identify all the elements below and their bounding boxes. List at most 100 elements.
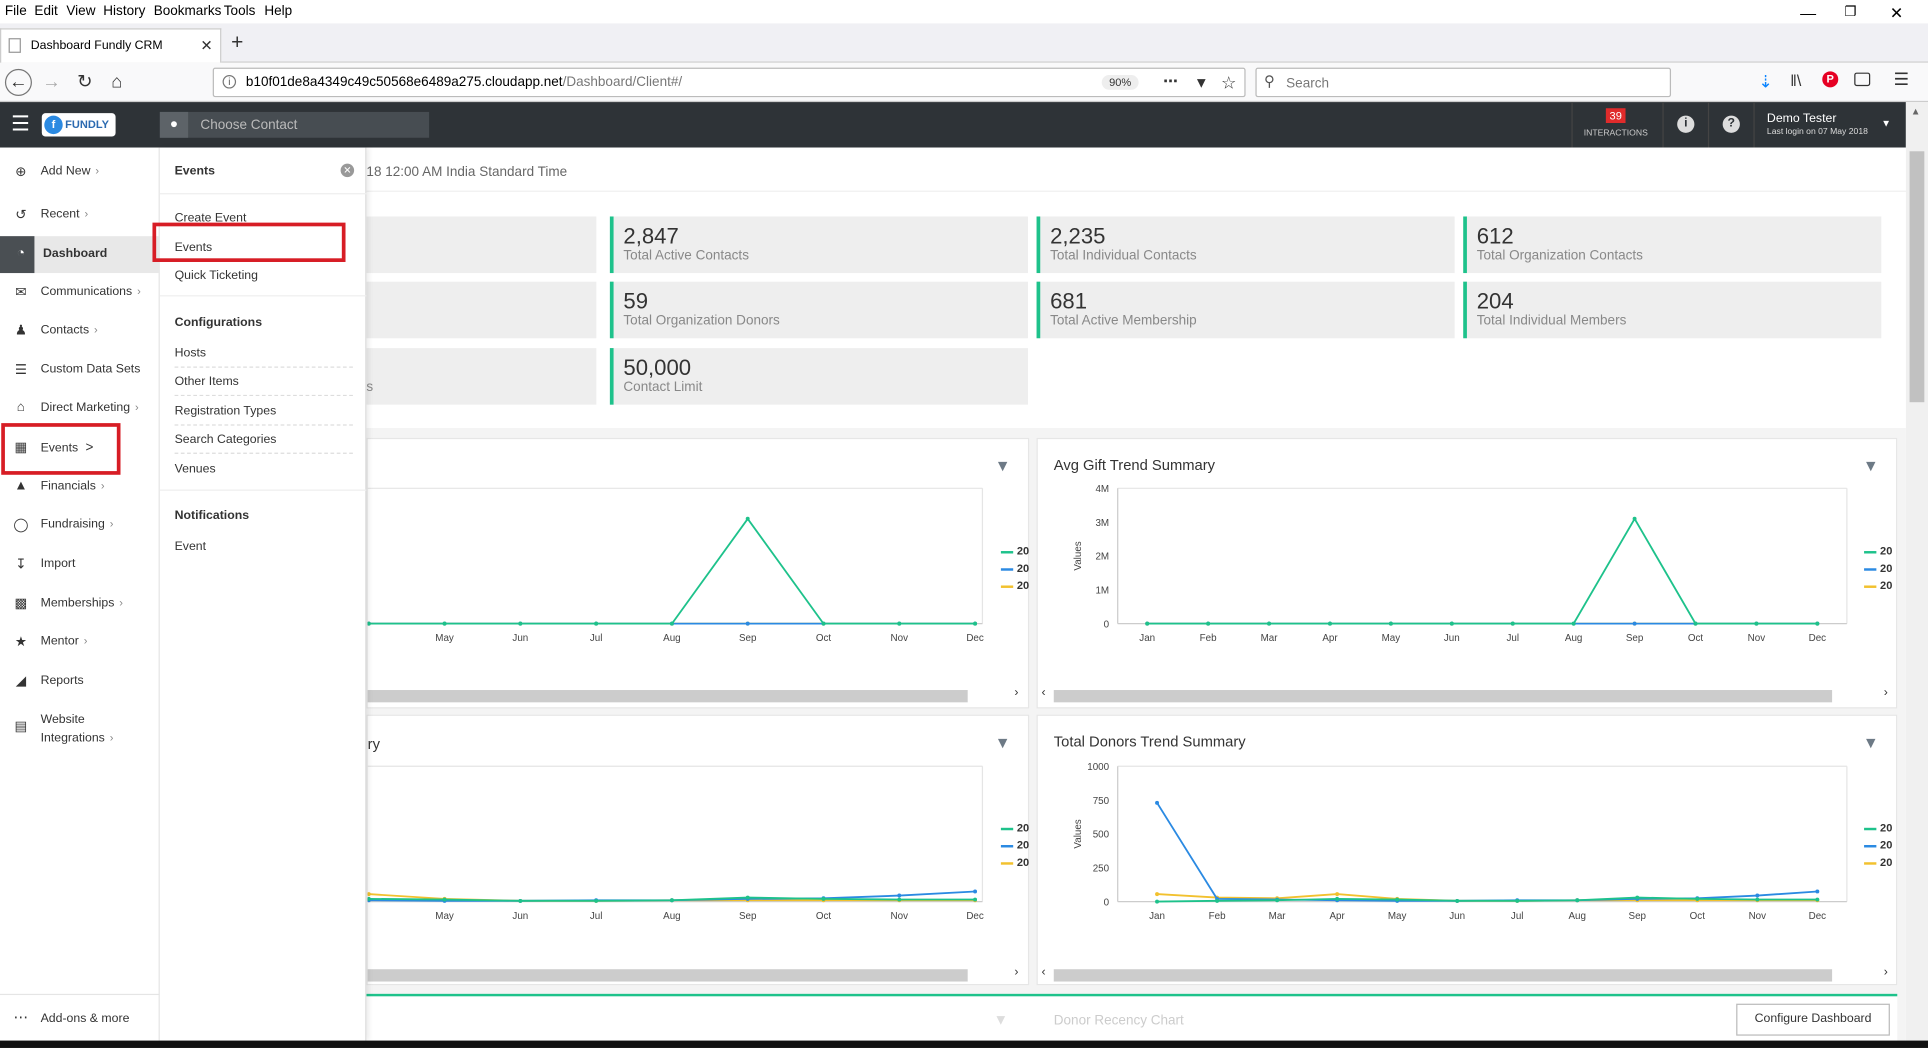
submenu-item-quick-ticketing[interactable]: Quick Ticketing [174, 269, 258, 283]
stat-total-active-contacts[interactable]: 2,847 Total Active Contacts [609, 216, 1028, 274]
browser-tab[interactable]: Dashboard Fundly CRM ✕ [0, 28, 222, 63]
submenu-item-search-categories[interactable]: Search Categories [174, 432, 277, 447]
info-icon[interactable]: i [222, 75, 237, 89]
menu-view[interactable]: View [66, 3, 96, 19]
stat-total-individual-members[interactable]: 204 Total Individual Members [1463, 281, 1882, 339]
sidebar-item-contacts[interactable]: ♟ Contacts › [0, 315, 160, 347]
sidebar-item-memberships[interactable]: ▩ Memberships › [0, 588, 160, 620]
submenu-item-create-event[interactable]: Create Event [174, 211, 247, 226]
sidebar-item-website-integrations[interactable]: ▤ Website Integrations › [0, 702, 160, 751]
scroll-left-icon[interactable]: ‹ [1041, 686, 1046, 700]
hamburger-menu-icon[interactable]: ☰ [1893, 68, 1910, 89]
fundly-logo[interactable]: f FUNDLY [41, 113, 116, 137]
legend-item[interactable]: 20 [1000, 839, 1029, 856]
legend-item[interactable]: 20 [1000, 856, 1029, 873]
scroll-right-icon[interactable]: › [1014, 965, 1019, 980]
menu-file[interactable]: File [4, 3, 27, 19]
sidebar-item-custom-data-sets[interactable]: ☰ Custom Data Sets [0, 354, 160, 386]
submenu-item-registration-types[interactable]: Registration Types [174, 404, 277, 419]
submenu-item-other-items[interactable]: Other Items [174, 375, 239, 389]
sidebar-item-dashboard[interactable]: ◔ Dashboard [0, 236, 160, 274]
menu-tools[interactable]: Tools [223, 3, 256, 19]
scroll-right-icon[interactable]: › [1883, 965, 1888, 980]
interactions-button[interactable]: 39 INTERACTIONS [1571, 102, 1660, 148]
stat-total-individual-contacts[interactable]: 2,235 Total Individual Contacts [1036, 216, 1455, 274]
pocket-icon[interactable]: ▼ [1193, 73, 1209, 92]
sidebar-item-recent[interactable]: ↺ Recent › [0, 199, 160, 231]
chart-scrollbar[interactable] [367, 690, 968, 703]
menu-history[interactable]: History [103, 3, 146, 19]
stat-total-active-membership[interactable]: 681 Total Active Membership [1036, 281, 1455, 339]
zoom-level[interactable]: 90% [1101, 75, 1139, 90]
legend-item[interactable]: 20 [1864, 839, 1892, 856]
scroll-up-icon[interactable]: ▲ [1910, 105, 1921, 117]
minimize-icon[interactable]: — [1800, 3, 1817, 23]
sidebar-toggle-icon[interactable] [1854, 72, 1871, 87]
sidebar-item-direct-marketing[interactable]: ⌂ Direct Marketing › [0, 392, 160, 424]
sidebar-item-fundraising[interactable]: ◯ Fundraising › [13, 517, 114, 533]
pinterest-icon[interactable]: P [1822, 71, 1839, 88]
chart-scrollbar[interactable] [1053, 690, 1833, 703]
submenu-item-venues[interactable]: Venues [174, 462, 216, 477]
filter-icon[interactable]: ▼ [993, 1011, 1009, 1029]
library-icon[interactable]: ‖\ [1790, 71, 1802, 90]
submenu-item-hosts[interactable]: Hosts [174, 346, 207, 361]
close-icon[interactable]: ✕ [340, 163, 355, 178]
page-scrollbar[interactable]: ▲ [1905, 102, 1928, 1041]
configure-dashboard-button[interactable]: Configure Dashboard [1736, 1003, 1890, 1036]
user-menu[interactable]: Demo Tester Last login on 07 May 2018 ▼ [1753, 102, 1905, 148]
home-icon[interactable]: ⌂ [111, 71, 123, 93]
scroll-right-icon[interactable]: › [1883, 686, 1888, 700]
browser-search-input[interactable]: ⚲ Search [1255, 67, 1672, 98]
close-window-icon[interactable]: ✕ [1889, 3, 1904, 23]
scroll-thumb[interactable] [1909, 151, 1925, 403]
sidebar-item-addons[interactable]: ⋯ Add-ons & more [0, 993, 160, 1041]
tab-close-icon[interactable]: ✕ [200, 36, 213, 55]
sidebar-item-import[interactable]: ↧ Import [0, 549, 160, 581]
download-icon[interactable]: ⇣ [1758, 71, 1773, 92]
legend-item[interactable]: 20 [1864, 545, 1892, 562]
legend-item[interactable]: 20 [1864, 822, 1892, 839]
filter-icon[interactable]: ▼ [994, 733, 1011, 752]
stat-total-organization-contacts[interactable]: 612 Total Organization Contacts [1463, 216, 1882, 274]
sidebar-item-financials[interactable]: ▲ Financials › [0, 471, 160, 503]
menu-help[interactable]: Help [264, 3, 293, 19]
new-tab-icon[interactable]: + [231, 30, 244, 55]
filter-icon[interactable]: ▼ [1862, 733, 1879, 752]
legend-item[interactable]: 20 [1000, 579, 1029, 596]
submenu-item-events[interactable]: Events [174, 241, 213, 255]
reload-icon[interactable]: ↻ [77, 71, 93, 93]
legend-item[interactable]: 20 [1864, 579, 1892, 596]
legend-item[interactable]: 20 [1000, 822, 1029, 839]
stat-total-organization-donors[interactable]: 59 Total Organization Donors [609, 281, 1028, 339]
page-actions-icon[interactable]: ⋯ [1163, 72, 1178, 90]
legend-item[interactable]: 20 [1864, 856, 1892, 873]
filter-icon[interactable]: ▼ [1862, 456, 1879, 475]
choose-contact-input[interactable]: ● Choose Contact [159, 111, 430, 138]
submenu-item-event-notification[interactable]: Event [174, 539, 207, 554]
help-button[interactable]: ? [1707, 102, 1752, 148]
menu-bookmarks[interactable]: Bookmarks [153, 3, 222, 19]
scroll-left-icon[interactable]: ‹ [1041, 965, 1046, 980]
back-icon[interactable]: ← [4, 68, 32, 96]
legend-item[interactable]: 20 [1000, 545, 1029, 562]
stat-contact-limit[interactable]: 50,000 Contact Limit [609, 348, 1028, 405]
bookmark-star-icon[interactable]: ☆ [1220, 72, 1237, 93]
restore-icon[interactable]: ❐ [1844, 4, 1857, 20]
chart-scrollbar[interactable] [1053, 969, 1833, 982]
url-bar[interactable]: i b10f01de8a4349c49c50568e6489a275.cloud… [212, 67, 1246, 98]
forward-icon[interactable]: → [42, 71, 61, 93]
chart-scrollbar[interactable] [367, 969, 968, 982]
menu-edit[interactable]: Edit [34, 3, 58, 19]
sidebar-item-mentor[interactable]: ★ Mentor › [0, 626, 160, 658]
sidebar-item-communications[interactable]: ✉ Communications › [0, 277, 160, 309]
menu-toggle-icon[interactable]: ☰ [11, 111, 30, 136]
filter-icon[interactable]: ▼ [994, 456, 1011, 475]
sidebar-item-add-new[interactable]: ⊕ Add New › [0, 156, 160, 188]
info-button[interactable]: i [1662, 102, 1706, 148]
scroll-right-icon[interactable]: › [1014, 686, 1019, 700]
legend-item[interactable]: 20 [1864, 562, 1892, 579]
sidebar-item-events[interactable]: ▦ Events > [0, 432, 160, 464]
sidebar-item-reports[interactable]: ◢ Reports [0, 665, 160, 697]
legend-item[interactable]: 20 [1000, 562, 1029, 579]
